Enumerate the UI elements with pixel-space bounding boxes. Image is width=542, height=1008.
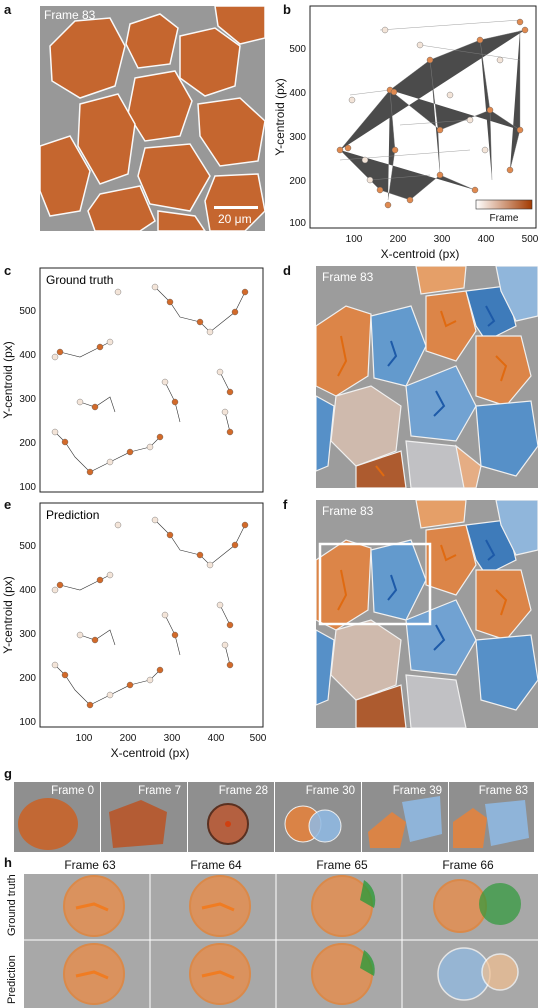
ytick-e-100: 100	[19, 717, 36, 728]
frame-label-f: Frame 83	[322, 504, 374, 518]
track-nodes-e	[51, 516, 249, 709]
frame-label-d: Frame 83	[322, 270, 374, 284]
colorbar-b	[475, 199, 533, 210]
ytick-c-200: 200	[19, 438, 36, 449]
tracked-cells-f	[316, 500, 538, 728]
comparison-grid-h	[24, 874, 538, 1008]
strip-cell: Frame 0	[14, 782, 100, 852]
ytick-e-500: 500	[19, 541, 36, 552]
plot-frame-e	[39, 502, 264, 728]
frame-strip-g: Frame 0 Frame 7 Frame 28 Frame 30 Frame …	[14, 782, 534, 852]
scalebar-label: 20 μm	[218, 212, 252, 226]
panel-letter-b: b	[283, 2, 291, 17]
xtick-b-500: 500	[522, 234, 539, 245]
ytick-c-400: 400	[19, 350, 36, 361]
xtick-e-500: 500	[250, 733, 267, 744]
xtick-b-400: 400	[478, 234, 495, 245]
strip-label: Frame 7	[138, 785, 181, 797]
xtick-e-100: 100	[76, 733, 93, 744]
ytick-b-100: 100	[289, 218, 306, 229]
track-nodes-c	[51, 283, 249, 476]
ytick-b-200: 200	[289, 176, 306, 187]
panel-letter-c: c	[4, 263, 12, 278]
xtick-b-300: 300	[434, 234, 451, 245]
strip-cell: Frame 30	[275, 782, 361, 852]
xtick-b-100: 100	[346, 234, 363, 245]
strip-label: Frame 39	[392, 785, 442, 797]
strip-label: Frame 30	[305, 785, 355, 797]
tracked-cells-d	[316, 266, 538, 488]
xlabel-e: X-centroid (px)	[111, 746, 190, 760]
microscopy-image-d: Frame 83	[316, 266, 538, 488]
ytick-c-100: 100	[19, 482, 36, 493]
ylabel-c: Y-centroid (px)	[1, 341, 15, 419]
column-header: Frame 66	[442, 858, 494, 872]
graph-plot-b: 500 400 300 200 100 100 200 300 400 500 …	[273, 5, 539, 261]
strip-cell: Frame 28	[188, 782, 274, 852]
row-header: Prediction	[6, 955, 18, 1004]
ytick-e-300: 300	[19, 629, 36, 640]
colorbar-label-b: Frame	[490, 213, 519, 224]
strip-cell: Frame 83	[449, 782, 534, 852]
ylabel-e: Y-centroid (px)	[1, 576, 15, 654]
ytick-c-300: 300	[19, 394, 36, 405]
ytick-b-500: 500	[289, 44, 306, 55]
ytick-e-400: 400	[19, 585, 36, 596]
microscopy-image-f: Frame 83	[316, 500, 538, 728]
ytick-b-300: 300	[289, 132, 306, 143]
column-header: Frame 65	[316, 858, 368, 872]
column-header: Frame 64	[190, 858, 242, 872]
strip-label: Frame 0	[51, 785, 94, 797]
panel-letter-f: f	[283, 497, 288, 512]
panel-letter-e: e	[4, 497, 12, 512]
ytick-e-200: 200	[19, 673, 36, 684]
strip-label: Frame 28	[218, 785, 268, 797]
strip-cell: Frame 7	[101, 782, 187, 852]
row-header: Ground truth	[6, 874, 18, 936]
ylabel-b: Y-centroid (px)	[273, 78, 287, 156]
frame-label-a: Frame 83	[44, 8, 96, 22]
inset-title-c: Ground truth	[46, 273, 113, 287]
xlabel-b: X-centroid (px)	[381, 247, 460, 261]
xtick-e-400: 400	[208, 733, 225, 744]
xtick-b-200: 200	[390, 234, 407, 245]
track-plot-c: Ground truth 500 400 300 200 100 Y-centr…	[1, 267, 264, 493]
column-header: Frame 63	[64, 858, 116, 872]
panel-letter-d: d	[283, 263, 291, 278]
ytick-c-500: 500	[19, 306, 36, 317]
panel-letter-h: h	[4, 855, 12, 870]
xtick-e-300: 300	[164, 733, 181, 744]
inset-title-e: Prediction	[46, 508, 99, 522]
cell-masks-a	[40, 6, 265, 231]
zoom-box-f	[318, 542, 432, 626]
microscopy-image-a: Frame 83 20 μm	[40, 6, 265, 231]
ytick-b-400: 400	[289, 88, 306, 99]
plot-frame-c	[39, 267, 264, 493]
panel-letter-a: a	[4, 2, 12, 17]
strip-label: Frame 83	[478, 785, 528, 797]
graph-nodes-b	[336, 18, 529, 209]
track-plot-e: Prediction 500 400 300 200 100 100 200 3…	[1, 502, 267, 760]
panel-letter-g: g	[4, 766, 12, 781]
xtick-e-200: 200	[120, 733, 137, 744]
strip-cell: Frame 39	[362, 782, 448, 852]
